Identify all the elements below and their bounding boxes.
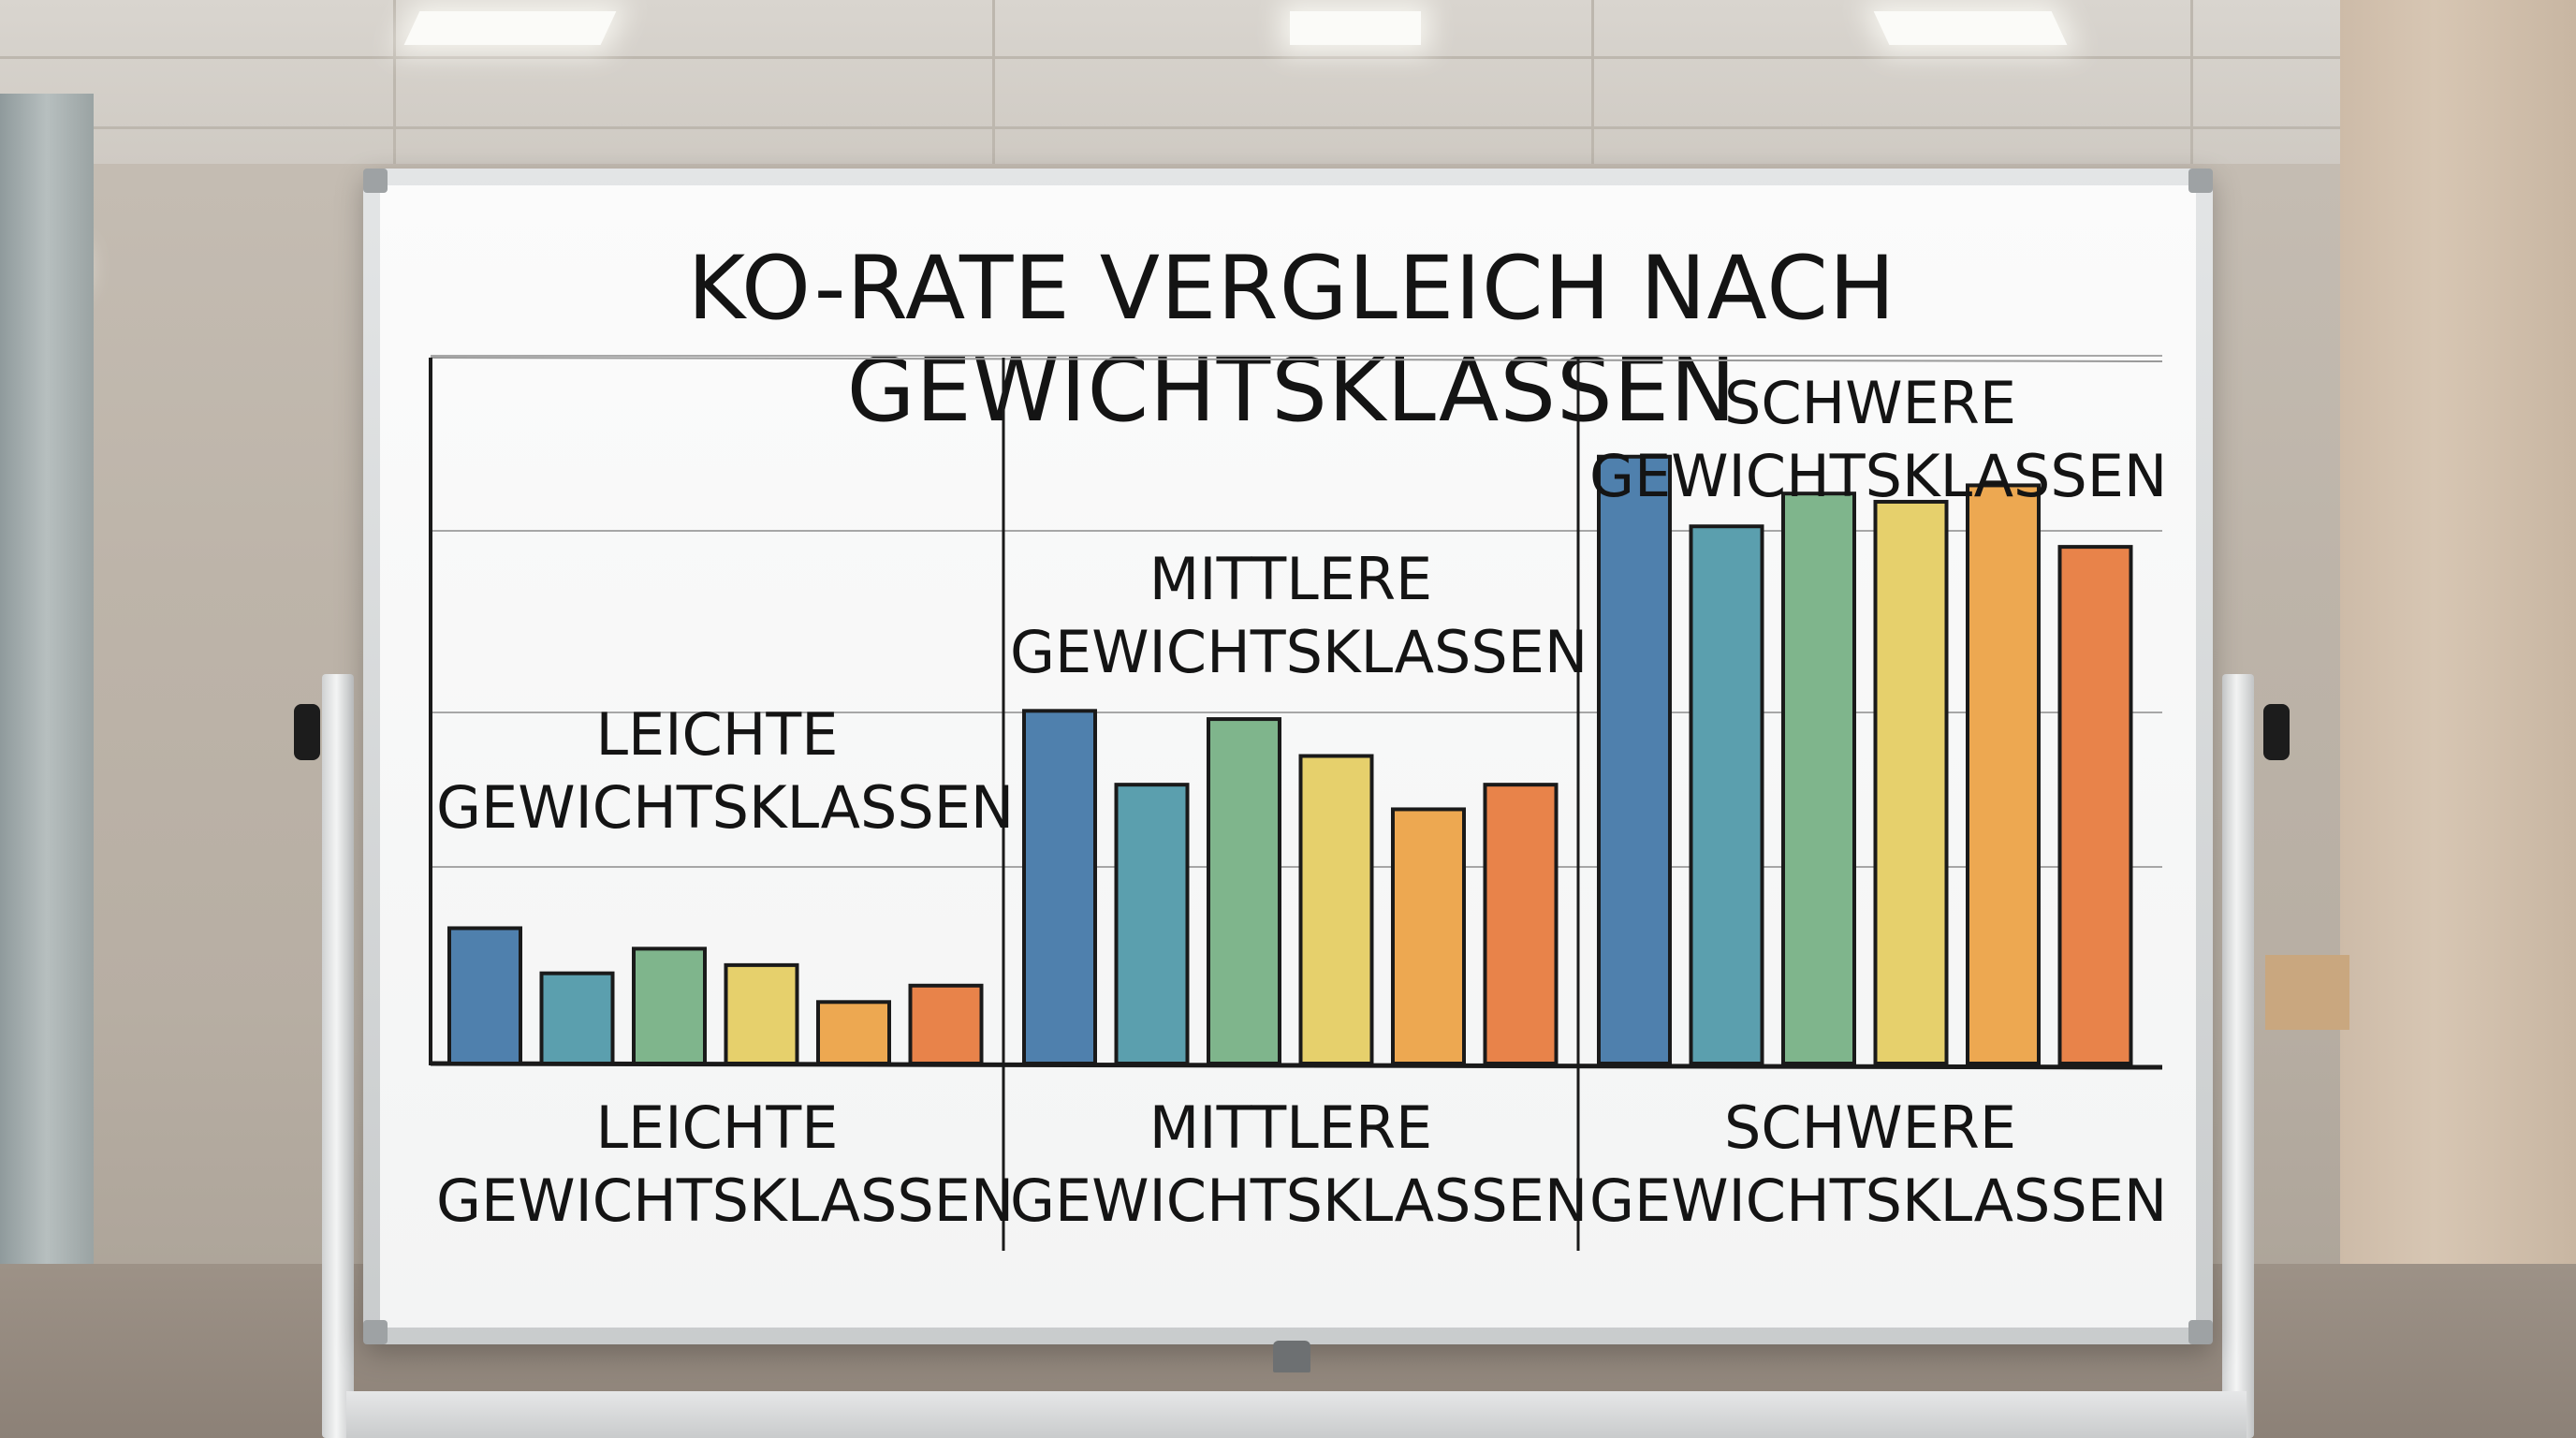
bar: [1873, 499, 1949, 1065]
x-tick-label: SCHWERE GEWICHTSKLASSEN: [1589, 1093, 2168, 1235]
wall-column: [2340, 0, 2576, 1438]
bar: [632, 946, 707, 1065]
bar: [1114, 783, 1190, 1065]
bar: [1689, 524, 1764, 1065]
x-axis-line: [430, 1061, 2163, 1070]
ceiling-light: [1290, 11, 1421, 45]
desk: [2265, 955, 2349, 1030]
stand-knob-right: [2263, 704, 2290, 760]
bar: [447, 926, 522, 1066]
bar: [1483, 783, 1559, 1065]
stand-crossbar: [346, 1391, 2247, 1438]
bar: [724, 962, 799, 1066]
stand-knob-left: [294, 704, 320, 760]
bar: [816, 1000, 891, 1066]
ceiling-grid: [393, 0, 396, 164]
frame-corner: [363, 1320, 388, 1344]
x-tick-label: LEICHTE GEWICHTSKLASSEN: [436, 1093, 1015, 1235]
bar: [1966, 483, 2041, 1065]
group-annotation: LEICHTE GEWICHTSKLASSEN: [436, 700, 1015, 842]
bar: [908, 983, 984, 1066]
ceiling-grid: [992, 0, 995, 164]
x-tick-label: MITTLERE GEWICHTSKLASSEN: [1010, 1093, 1588, 1235]
stand-post-right: [2222, 674, 2254, 1438]
bar: [2057, 545, 2133, 1065]
frame-corner: [363, 169, 388, 193]
group-annotation: SCHWERE GEWICHTSKLASSEN: [1589, 369, 2168, 510]
bar: [1391, 807, 1466, 1065]
bar: [1597, 454, 1672, 1065]
grid-line: [430, 357, 2163, 362]
bar: [1022, 709, 1097, 1065]
group-annotation: MITTLERE GEWICHTSKLASSEN: [1010, 545, 1588, 686]
bar: [1298, 754, 1374, 1065]
ceiling-grid: [0, 56, 2576, 59]
bar: [539, 971, 615, 1066]
ceiling-grid: [1591, 0, 1594, 164]
stand-post-left: [322, 674, 354, 1438]
bar: [1207, 717, 1281, 1066]
frame-corner: [2188, 169, 2213, 193]
glass-wall: [0, 94, 94, 1264]
chart-title: KO-RATE VERGLEICH NACH GEWICHTSKLASSEN: [687, 238, 1896, 442]
bar: [1781, 492, 1856, 1065]
marker-tray: [1273, 1341, 1310, 1372]
ceiling-grid: [2190, 0, 2193, 164]
ceiling-grid: [0, 126, 2576, 129]
frame-corner: [2188, 1320, 2213, 1344]
